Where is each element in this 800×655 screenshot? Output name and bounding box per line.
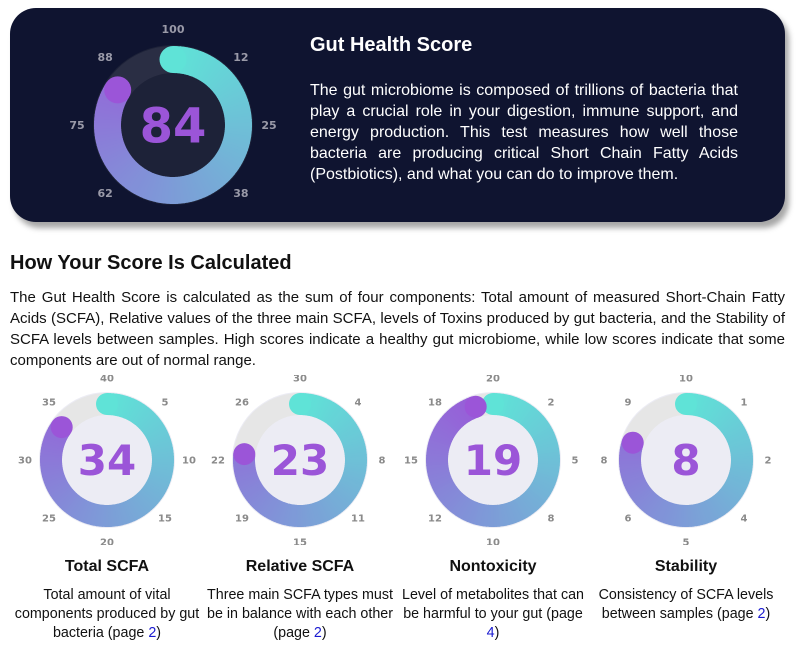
- gauge-tick-label: 15: [404, 456, 418, 467]
- gauge-tick-label: 4: [740, 514, 747, 525]
- gauge-tick-label: 9: [625, 398, 632, 409]
- gauge-tick-label: 62: [97, 187, 112, 200]
- card-description: Total amount of vital components produce…: [14, 587, 200, 641]
- gauge-tick-label: 5: [572, 456, 579, 467]
- gauge-arc-end-cap: [104, 76, 132, 104]
- gut-health-score-gauge: 100 12 25 38 50 62 75 88 84: [69, 23, 276, 217]
- gauge-tick-label: 12: [428, 514, 442, 525]
- gauge-value: 34: [78, 436, 136, 485]
- gauge-arc-start-cap: [482, 393, 504, 415]
- component-card-nontoxicity: Nontoxicity Level of metabolites that ca…: [398, 548, 588, 643]
- gauge-tick-label: 19: [235, 514, 249, 525]
- card-description: Three main SCFA types must be in balance…: [207, 587, 393, 641]
- gauge-tick-label: 8: [601, 456, 608, 467]
- page-link[interactable]: 2: [757, 606, 766, 622]
- gauge-tick-label: 22: [211, 456, 225, 467]
- page-link[interactable]: 2: [313, 625, 322, 641]
- gauge-tick-label: 35: [42, 398, 56, 409]
- gauge-tick-label: 5: [161, 398, 168, 409]
- gauge-value: 19: [464, 436, 522, 485]
- gauge-tick-label: 8: [379, 456, 386, 467]
- gauge-tick-label: 20: [100, 538, 114, 545]
- card-title: Stability: [654, 558, 718, 575]
- gauge-arc-start-cap: [675, 393, 697, 415]
- gauge-tick-label: 11: [351, 514, 365, 525]
- gauge-arc-end-cap: [621, 431, 644, 454]
- nontoxicity-gauge: 20 2 5 8 10 12 15 18 19: [404, 375, 579, 545]
- card-title: Relative SCFA: [245, 558, 355, 575]
- gauge-tick-label: 10: [679, 375, 693, 385]
- gauge-tick-label: 25: [261, 119, 276, 132]
- gauge-arc-start-cap: [289, 393, 311, 415]
- card-title: Nontoxicity: [449, 558, 537, 575]
- gauge-tick-label: 10: [486, 538, 500, 545]
- gauge-tick-label: 1: [740, 398, 747, 409]
- component-card-stability: Stability Consistency of SCFA levels bet…: [591, 548, 781, 624]
- card-description: Consistency of SCFA levels between sampl…: [598, 587, 774, 622]
- gauge-arc-start-cap: [159, 46, 187, 73]
- gauge-tick-label: 30: [293, 375, 307, 385]
- gauge-tick-label: 25: [42, 514, 56, 525]
- gauge-arc-start-cap: [96, 393, 118, 415]
- gauge-value: 23: [271, 436, 329, 485]
- gauge-tick-label: 30: [18, 456, 32, 467]
- gauge-arc-end-cap: [50, 416, 73, 439]
- gauge-tick-label: 6: [625, 514, 632, 525]
- banner-description: The gut microbiome is composed of trilli…: [310, 82, 738, 183]
- section-description: The Gut Health Score is calculated as th…: [10, 289, 785, 369]
- section-title: How Your Score Is Calculated: [10, 252, 292, 274]
- page-link[interactable]: 2: [148, 625, 157, 641]
- gauge-value: 84: [140, 98, 207, 154]
- gauge-tick-label: 2: [765, 456, 772, 467]
- gauge-tick-label: 4: [354, 398, 361, 409]
- component-card-relative-scfa: Relative SCFA Three main SCFA types must…: [205, 548, 395, 643]
- gauge-tick-label: 50: [165, 215, 181, 217]
- card-description: Level of metabolites that can be harmful…: [402, 587, 584, 641]
- gut-health-score-banner: 100 12 25 38 50 62 75 88 84 Gut Health Score The…: [10, 8, 785, 222]
- gauge-tick-label: 15: [293, 538, 307, 545]
- gauge-tick-label: 18: [428, 398, 442, 409]
- component-card-total-scfa: Total SCFA Total amount of vital compone…: [12, 548, 202, 643]
- gauge-tick-label: 26: [235, 398, 249, 409]
- gauge-tick-label: 12: [233, 51, 248, 64]
- gauge-value: 8: [671, 436, 700, 485]
- gauge-tick-label: 15: [158, 514, 172, 525]
- gauge-tick-label: 20: [486, 375, 500, 385]
- gauge-tick-label: 40: [100, 375, 114, 385]
- total-scfa-gauge: 40 5 10 15 20 25 30 35 34: [18, 375, 196, 545]
- gauge-tick-label: 100: [162, 23, 185, 36]
- page-link[interactable]: 4: [486, 625, 495, 641]
- gauge-tick-label: 10: [182, 456, 196, 467]
- relative-scfa-gauge: 30 4 8 11 15 19 22 26 23: [211, 375, 386, 545]
- gauge-tick-label: 38: [233, 187, 248, 200]
- gauge-arc-end-cap: [464, 395, 487, 418]
- gauge-tick-label: 88: [97, 51, 112, 64]
- gauge-tick-label: 5: [683, 538, 690, 545]
- gauge-tick-label: 75: [69, 119, 84, 132]
- gauge-arc-end-cap: [233, 443, 256, 466]
- gauge-tick-label: 2: [547, 398, 554, 409]
- banner-title: Gut Health Score: [310, 34, 473, 56]
- gauge-tick-label: 8: [547, 514, 554, 525]
- stability-gauge: 10 1 2 4 5 6 8 9 8: [601, 375, 772, 545]
- card-title: Total SCFA: [64, 558, 150, 575]
